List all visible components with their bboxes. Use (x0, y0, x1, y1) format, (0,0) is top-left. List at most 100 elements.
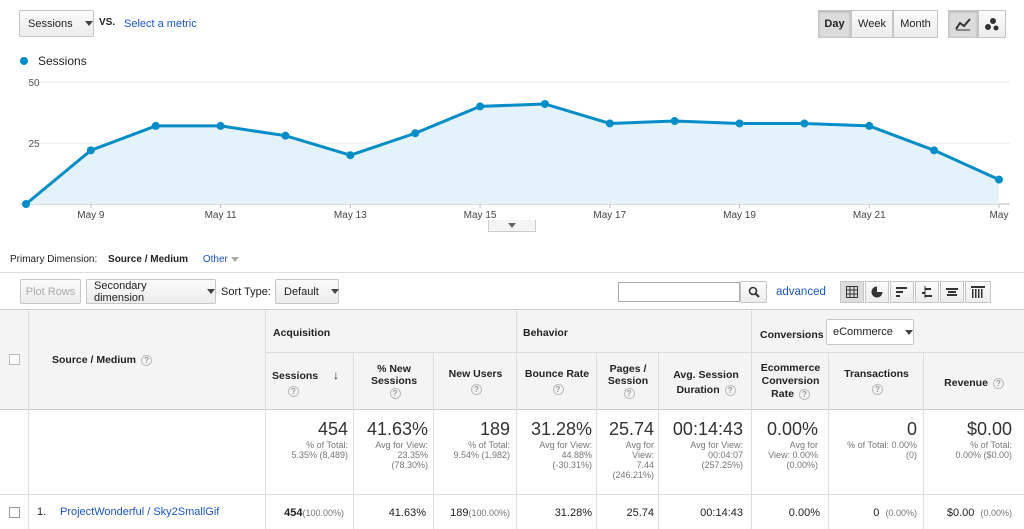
help-icon: ? (798, 388, 810, 400)
metric-select-label: Sessions (28, 17, 73, 30)
data-point[interactable] (476, 102, 485, 111)
chevron-down-icon (904, 329, 913, 335)
data-point[interactable] (670, 117, 679, 126)
row-checkbox[interactable] (9, 507, 20, 518)
chart-collapse-handle[interactable] (488, 220, 536, 232)
data-point[interactable] (735, 119, 744, 128)
performance-view-button[interactable] (890, 281, 914, 303)
row-pages-session: 25.74 (626, 507, 654, 519)
total-sessions: 454 % of Total: 5.35% (8,489) (291, 419, 348, 460)
sessions-line (25, 102, 1000, 206)
primary-dimension-value[interactable]: Source / Medium (108, 254, 189, 265)
total-transactions: 0 % of Total: 0.00% (0) (847, 419, 917, 460)
period-day-button[interactable]: Day (818, 10, 851, 38)
data-point[interactable] (865, 121, 874, 130)
chevron-down-icon (508, 223, 516, 228)
motion-chart-toggle[interactable] (978, 10, 1006, 38)
help-icon: ? (623, 387, 635, 399)
row-avg-session: 00:14:43 (700, 507, 743, 519)
comparison-view-button[interactable] (915, 281, 939, 303)
row-index: 1. (37, 506, 47, 518)
avg-session-header[interactable]: Avg. Session Duration ? (673, 369, 739, 396)
data-view-button[interactable] (840, 281, 864, 303)
percentage-view-button[interactable] (865, 281, 889, 303)
data-point[interactable] (216, 121, 225, 130)
source-medium-header[interactable]: Source / Medium ? (52, 354, 152, 366)
data-point[interactable] (800, 119, 809, 128)
sessions-area (26, 103, 999, 204)
revenue-header[interactable]: Revenue ? (926, 377, 1022, 389)
group-acquisition: Acquisition (273, 327, 331, 339)
row-source-link[interactable]: ProjectWonderful / Sky2SmallGif (60, 506, 220, 518)
x-tick-label: May 17 (593, 210, 626, 221)
period-month-button[interactable]: Month (893, 10, 938, 38)
data-point[interactable] (281, 131, 290, 140)
data-point[interactable] (930, 146, 939, 155)
select-metric-link[interactable]: Select a metric (124, 18, 197, 30)
select-all-checkbox[interactable] (9, 354, 20, 365)
data-point[interactable] (995, 175, 1003, 184)
report-table: Source / Medium ? Acquisition Behavior C… (0, 309, 1024, 529)
ecom-rate-header[interactable]: Ecommerce Conversion Rate ? (760, 362, 821, 400)
conversions-select[interactable]: eCommerce (826, 319, 914, 345)
pivot-view-button[interactable] (965, 281, 991, 303)
help-icon: ? (140, 354, 152, 366)
data-point[interactable] (411, 129, 420, 138)
row-transactions: 0 (0.00%) (873, 507, 917, 519)
help-icon: ? (872, 384, 883, 395)
chevron-down-icon (330, 289, 339, 294)
line-chart-toggle[interactable] (948, 10, 978, 38)
plot-rows-button[interactable]: Plot Rows (20, 279, 81, 304)
chevron-down-icon (230, 257, 239, 262)
data-point[interactable] (346, 151, 355, 160)
help-icon: ? (389, 387, 401, 399)
bubble-chart-icon (985, 18, 999, 31)
bounce-rate-header[interactable]: Bounce Rate? (524, 368, 590, 395)
table-row[interactable]: 1. ProjectWonderful / Sky2SmallGif 454(1… (0, 494, 1024, 529)
chart-legend: Sessions (20, 54, 87, 68)
bar-list-icon (896, 287, 907, 297)
total-avg-session: 00:14:43 Avg for View: 00:04:07 (257.25%… (672, 419, 743, 470)
search-icon (748, 286, 760, 298)
metric-select[interactable]: Sessions (19, 10, 94, 37)
primary-dimension-bar: Primary Dimension: Source / Medium Other (10, 254, 239, 265)
pages-session-header[interactable]: Pages / Session? (607, 363, 649, 399)
total-pages-session: 25.74 Avg for View: 7.44 (246.21%) (608, 419, 654, 480)
sort-type-select[interactable]: Default (275, 279, 339, 304)
data-point[interactable] (22, 200, 30, 208)
advanced-link[interactable]: advanced (776, 286, 826, 298)
x-tick-label: May 13 (334, 210, 367, 221)
legend-dot-icon (20, 57, 28, 65)
sessions-chart: 50 25 May 9 May 11 May 13 May 15 May 17 May 19 M… (20, 78, 1010, 221)
table-search-input[interactable] (618, 282, 740, 302)
vs-label: VS. (99, 17, 116, 28)
x-tick-label: May 21 (853, 210, 886, 221)
legend-label: Sessions (38, 54, 87, 68)
chevron-down-icon (84, 21, 93, 26)
data-point[interactable] (605, 119, 614, 128)
other-dimension-link[interactable]: Other (202, 254, 228, 265)
new-users-header[interactable]: New Users? (448, 368, 503, 395)
total-bounce-rate: 31.28% Avg for View: 44.88% (-30.31%) (530, 419, 592, 470)
term-cloud-view-button[interactable] (940, 281, 964, 303)
period-week-button[interactable]: Week (851, 10, 893, 38)
data-point[interactable] (540, 99, 549, 108)
line-chart-icon (955, 18, 971, 31)
help-icon: ? (992, 377, 1004, 389)
y-tick-label: 25 (28, 139, 40, 150)
data-point[interactable] (151, 121, 160, 130)
total-new-sessions: 41.63% Avg for View: 23.35% (78.30%) (366, 419, 428, 470)
data-point[interactable] (86, 146, 95, 155)
row-new-sessions: 41.63% (388, 507, 426, 519)
row-ecom-rate: 0.00% (788, 507, 820, 519)
transactions-header[interactable]: Transactions? (844, 368, 909, 395)
y-tick-label: 50 (28, 78, 40, 89)
new-sessions-header[interactable]: % New Sessions? (370, 363, 418, 399)
row-revenue: $0.00 (0.00%) (946, 507, 1012, 519)
secondary-dimension-select[interactable]: Secondary dimension (86, 279, 216, 304)
search-button[interactable] (740, 281, 767, 303)
pie-chart-icon (871, 286, 883, 298)
x-tick-label: May 11 (205, 210, 237, 221)
sessions-header[interactable]: Sessions ↓ ? (272, 368, 340, 397)
help-icon: ? (471, 384, 482, 395)
